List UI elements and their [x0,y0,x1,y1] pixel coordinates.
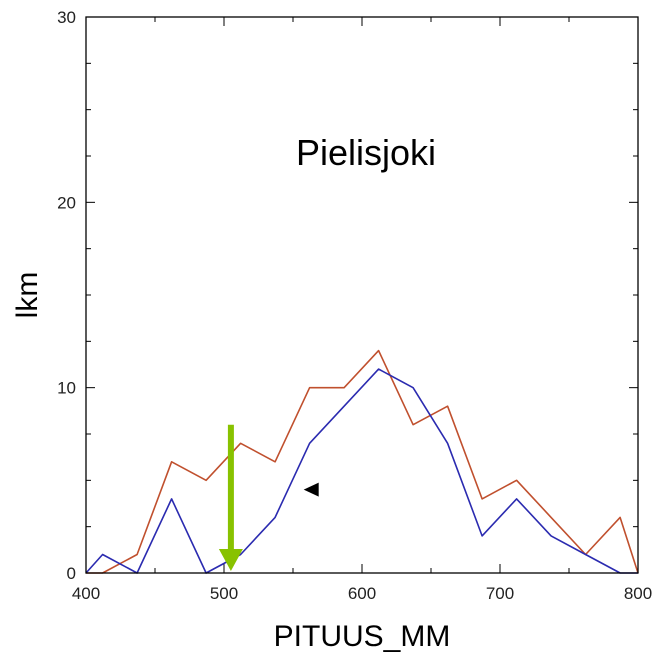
x-tick-label: 400 [72,584,100,603]
x-tick-label: 500 [210,584,238,603]
x-tick-label: 600 [348,584,376,603]
green-arrow-annotation [218,424,243,571]
x-tick-label: 700 [486,584,514,603]
y-tick-labels: 0 10 20 30 [57,8,76,583]
plot-frame [85,16,639,574]
y-tick-label: 20 [57,193,76,212]
y-tick-label: 0 [67,564,76,583]
series-layer [85,349,639,574]
x-axis-title: PITUUS_MM [274,620,451,653]
y-tick-label: 10 [57,379,76,398]
chart-title: Pielisjoki [296,132,436,173]
axis-ticks [85,16,639,574]
series-line-1 [86,349,639,574]
annotation-layer [218,424,319,571]
series-line-2 [85,368,638,574]
x-tick-label: 800 [624,584,652,603]
y-axis-title: lkm [11,272,44,319]
x-tick-labels: 400 500 600 700 800 [72,584,652,603]
y-tick-label: 30 [57,8,76,27]
pointer-triangle-marker [303,482,319,497]
arrow-head [218,549,243,571]
